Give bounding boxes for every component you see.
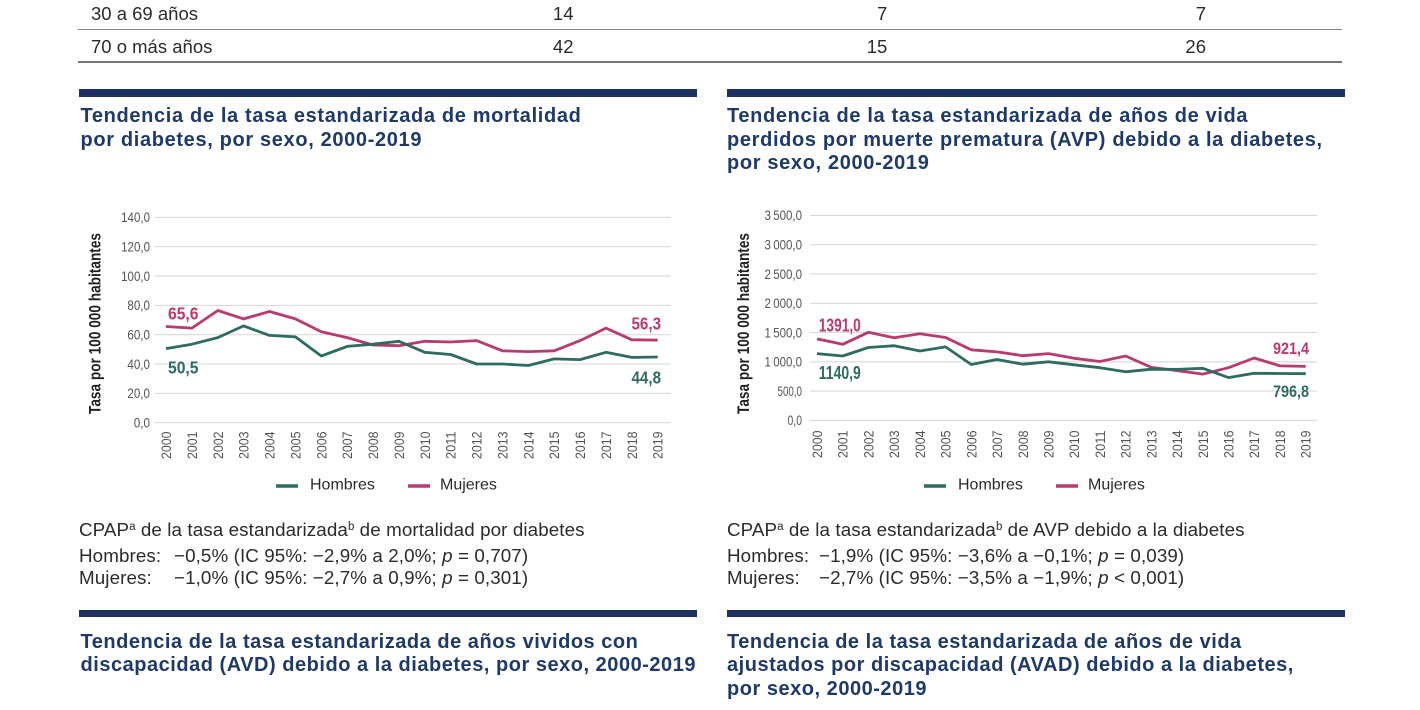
svg-text:Tasa por 100 000 habitantes: Tasa por 100 000 habitantes: [87, 233, 105, 414]
svg-text:2016: 2016: [1221, 430, 1237, 458]
svg-text:Tasa por 100 000 habitantes: Tasa por 100 000 habitantes: [735, 233, 753, 414]
svg-text:40,0: 40,0: [127, 357, 150, 372]
svg-text:2019: 2019: [1298, 430, 1314, 458]
svg-text:2007: 2007: [339, 431, 355, 459]
svg-text:2016: 2016: [572, 431, 588, 459]
svg-text:2013: 2013: [1143, 430, 1159, 458]
svg-text:2009: 2009: [1041, 430, 1057, 458]
svg-text:3 000,0: 3 000,0: [765, 238, 803, 253]
svg-text:0,0: 0,0: [134, 416, 151, 431]
svg-text:1 000,0: 1 000,0: [765, 355, 803, 370]
svg-text:60,0: 60,0: [127, 328, 150, 343]
svg-text:2006: 2006: [963, 430, 979, 458]
svg-text:2015: 2015: [546, 431, 562, 459]
svg-text:2007: 2007: [989, 430, 1005, 458]
svg-text:500,0: 500,0: [778, 384, 803, 399]
svg-text:2005: 2005: [287, 431, 303, 459]
svg-text:Mujeres: Mujeres: [440, 477, 497, 494]
svg-text:0,0: 0,0: [788, 413, 803, 428]
svg-text:2010: 2010: [1066, 430, 1082, 458]
svg-text:56,3: 56,3: [632, 314, 662, 334]
svg-text:2005: 2005: [938, 430, 954, 458]
svg-text:2010: 2010: [417, 431, 433, 459]
svg-text:2015: 2015: [1195, 430, 1211, 458]
svg-text:2002: 2002: [210, 431, 226, 459]
svg-text:2009: 2009: [391, 431, 407, 459]
svg-text:2019: 2019: [650, 431, 666, 459]
svg-text:2018: 2018: [624, 431, 640, 459]
svg-text:2002: 2002: [860, 430, 876, 458]
svg-text:50,5: 50,5: [168, 358, 199, 378]
svg-text:2017: 2017: [1246, 430, 1262, 458]
svg-text:2018: 2018: [1272, 430, 1288, 458]
svg-text:2 000,0: 2 000,0: [765, 296, 803, 311]
svg-text:796,8: 796,8: [1273, 382, 1309, 401]
svg-text:2014: 2014: [1169, 430, 1185, 458]
svg-text:2 500,0: 2 500,0: [765, 267, 803, 282]
svg-text:921,4: 921,4: [1273, 339, 1309, 358]
svg-text:2004: 2004: [912, 430, 928, 458]
svg-text:1391,0: 1391,0: [819, 315, 861, 335]
svg-text:2001: 2001: [184, 431, 200, 459]
svg-text:2012: 2012: [469, 431, 485, 459]
svg-text:120,0: 120,0: [121, 240, 150, 255]
svg-text:100,0: 100,0: [121, 269, 150, 284]
svg-text:2013: 2013: [494, 431, 510, 459]
svg-text:2014: 2014: [520, 431, 536, 459]
svg-text:Mujeres: Mujeres: [1088, 477, 1145, 494]
svg-text:44,8: 44,8: [632, 368, 662, 388]
svg-text:2001: 2001: [835, 430, 851, 458]
svg-text:2003: 2003: [886, 430, 902, 458]
svg-text:2008: 2008: [365, 431, 381, 459]
svg-text:2008: 2008: [1015, 430, 1031, 458]
svg-text:1140,9: 1140,9: [819, 363, 861, 383]
svg-text:2000: 2000: [809, 430, 825, 458]
svg-text:80,0: 80,0: [127, 298, 150, 313]
svg-text:2004: 2004: [262, 431, 278, 459]
svg-text:2000: 2000: [158, 431, 174, 459]
svg-text:65,6: 65,6: [168, 304, 199, 324]
svg-text:Hombres: Hombres: [958, 477, 1023, 494]
svg-text:140,0: 140,0: [121, 210, 150, 225]
svg-text:3 500,0: 3 500,0: [765, 208, 803, 223]
svg-text:Hombres: Hombres: [310, 477, 375, 494]
svg-text:20,0: 20,0: [127, 386, 150, 401]
svg-text:2017: 2017: [598, 431, 614, 459]
svg-text:2003: 2003: [236, 431, 252, 459]
svg-text:2006: 2006: [313, 431, 329, 459]
svg-text:2011: 2011: [443, 431, 459, 459]
svg-text:2011: 2011: [1092, 430, 1108, 458]
svg-text:1 500,0: 1 500,0: [765, 325, 803, 340]
svg-text:2012: 2012: [1118, 430, 1134, 458]
